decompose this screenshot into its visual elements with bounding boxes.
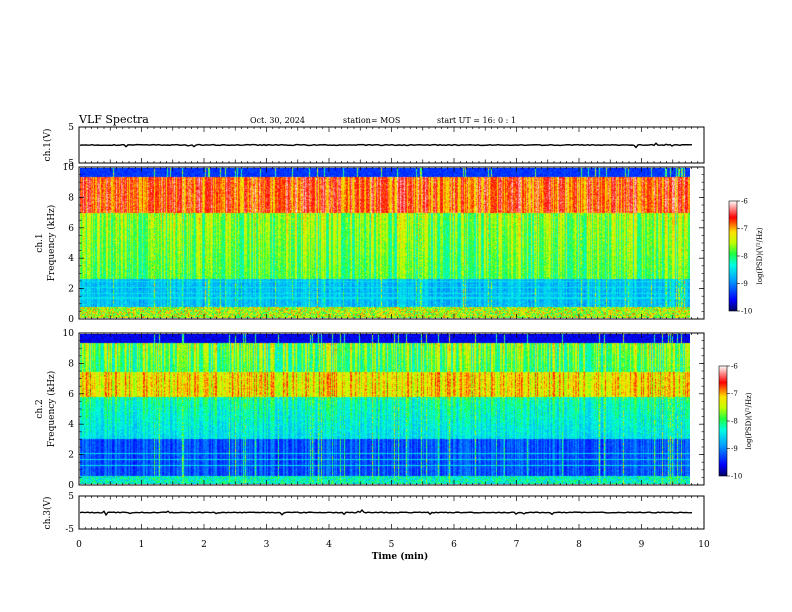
colorbar-tick-label: -6 xyxy=(741,198,748,206)
ch3-voltage-axis-label: ch.3(V) xyxy=(42,497,53,530)
ch2-spectrogram-image xyxy=(80,334,690,484)
ch1-spec-y-tick-label: 10 xyxy=(63,163,75,173)
ch1-channel-label: ch.1 xyxy=(35,233,45,252)
colorbar-tick-label: -9 xyxy=(731,445,738,453)
ch2-spec-y-tick-label: 6 xyxy=(68,390,74,400)
x-tick-label: 0 xyxy=(76,540,82,550)
x-tick-label: 1 xyxy=(139,540,145,550)
ch2-colorbar: -6 -7 -8 -9 -10 log(PSD)(V²/Hz) xyxy=(718,363,753,481)
ch1-spec-y-tick-label: 8 xyxy=(68,193,74,203)
x-tick-label: 3 xyxy=(264,540,270,550)
ch2-spec-y-tick-label: 8 xyxy=(68,359,74,369)
ch1-spec-y-tick-label: 0 xyxy=(68,315,74,325)
ch1-wave-y-tick-label: -5 xyxy=(65,159,74,169)
start-ut-label: start UT = 16: 0 : 1 xyxy=(437,116,516,125)
wave1-path xyxy=(79,142,693,149)
ch3-wave-y-tick-label: 5 xyxy=(68,492,74,502)
colorbar-tick-label: -6 xyxy=(731,363,738,371)
ch2-freq-label: Frequency (kHz) xyxy=(46,371,57,448)
x-tick-label: 5 xyxy=(389,540,395,550)
ch1-spectrogram-image xyxy=(80,168,690,318)
x-tick-label: 6 xyxy=(451,540,457,550)
colorbar-tick-label: -9 xyxy=(741,280,748,288)
ch2-spec-y-tick-label: 2 xyxy=(68,451,74,461)
x-tick-label: 2 xyxy=(201,540,207,550)
ch1-wave-y-tick-label: 5 xyxy=(68,123,74,133)
colorbar-tick-label: -8 xyxy=(731,418,738,426)
x-tick-label: 9 xyxy=(639,540,645,550)
colorbar-tick-label: -10 xyxy=(731,473,742,481)
ch2-spec-y-tick-label: 0 xyxy=(68,481,74,491)
x-tick-label: 10 xyxy=(698,540,710,550)
date-label: Oct. 30, 2024 xyxy=(250,116,305,125)
colorbar-tick-label: -7 xyxy=(741,225,748,233)
ch1-spec-y-tick-label: 6 xyxy=(68,224,74,234)
x-tick-label: 4 xyxy=(326,540,332,550)
ch1-voltage-axis-label: ch.1(V) xyxy=(42,129,53,162)
colorbar-tick-label: -8 xyxy=(741,253,748,261)
colorbar-tick-label: -10 xyxy=(741,308,752,316)
station-label: station= MOS xyxy=(343,116,400,125)
ch1-waveform-trace xyxy=(79,142,693,149)
x-tick-label: 7 xyxy=(514,540,520,550)
ch2-channel-label: ch.2 xyxy=(35,399,45,418)
ch2-spec-y-tick-label: 4 xyxy=(68,420,74,430)
wave3-path xyxy=(79,508,693,517)
ch1-colorbar: -6 -7 -8 -9 -10 log(PSD)(V²/Hz) xyxy=(728,198,764,316)
ch1-frequency-axis-label: ch.1 Frequency (kHz) xyxy=(35,205,57,282)
ch2-frequency-axis-label: ch.2 Frequency (kHz) xyxy=(35,371,57,448)
ch3-waveform-trace xyxy=(79,508,693,517)
ch2-spec-y-tick-label: 10 xyxy=(63,329,75,339)
ch3-wave-y-tick-label: -5 xyxy=(65,525,74,535)
ch2-colorbar-label: log(PSD)(V²/Hz) xyxy=(745,392,753,449)
figure-title: VLF Spectra xyxy=(78,113,149,126)
x-axis-label: Time (min) xyxy=(372,551,429,562)
x-tick-label: 8 xyxy=(576,540,582,550)
ch1-spec-y-tick-label: 4 xyxy=(68,254,74,264)
ch1-freq-label: Frequency (kHz) xyxy=(46,205,57,282)
ch1-colorbar-label: log(PSD)(V²/Hz) xyxy=(756,227,764,284)
ch1-spec-y-tick-label: 2 xyxy=(68,285,74,295)
colorbar-tick-label: -7 xyxy=(731,390,738,398)
